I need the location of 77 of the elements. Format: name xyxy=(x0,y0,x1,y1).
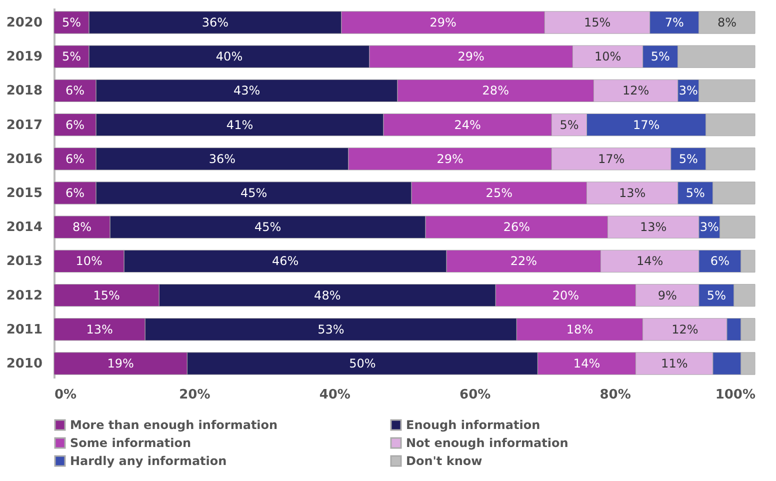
y-tick-label: 2013 xyxy=(6,254,42,270)
data-label: 5% xyxy=(560,118,579,132)
data-label: 6% xyxy=(66,118,85,132)
data-label: 40% xyxy=(216,50,243,64)
data-label: 5% xyxy=(686,186,705,200)
data-label: 11% xyxy=(661,356,688,371)
data-label: 53% xyxy=(318,322,344,336)
data-label: 25% xyxy=(486,186,512,200)
x-tick-label: 20% xyxy=(179,388,210,402)
y-tick-label: 2016 xyxy=(6,152,42,167)
data-label: 7% xyxy=(664,15,684,30)
y-tick-label: 2010 xyxy=(6,356,42,372)
data-label: 13% xyxy=(618,186,646,200)
data-label: 26% xyxy=(503,220,530,234)
y-tick-label: 2012 xyxy=(6,288,42,304)
x-tick-label: 60% xyxy=(460,388,491,402)
data-label: 20% xyxy=(552,288,580,302)
data-label: 24% xyxy=(454,118,481,132)
data-label: 6% xyxy=(710,254,730,268)
data-label: 46% xyxy=(272,254,299,268)
data-label: 12% xyxy=(622,84,650,98)
data-label: 5% xyxy=(650,50,670,64)
data-label: 6% xyxy=(66,186,85,200)
data-label: 5% xyxy=(62,15,82,30)
data-label: 6% xyxy=(66,84,85,98)
data-label: 5% xyxy=(706,288,726,302)
data-label: 41% xyxy=(226,118,254,132)
data-label: 8% xyxy=(717,15,736,30)
x-tick-label: 0% xyxy=(54,388,77,402)
data-label: 17% xyxy=(633,118,660,132)
data-label: 48% xyxy=(314,288,341,302)
data-label: 50% xyxy=(349,356,376,371)
legend-label: Enough information xyxy=(406,418,540,432)
y-tick-label: 2011 xyxy=(6,322,42,338)
data-label: 14% xyxy=(636,254,664,268)
data-label: 15% xyxy=(93,288,120,302)
data-label: 36% xyxy=(202,15,229,30)
data-label: 3% xyxy=(678,84,698,98)
data-label: 18% xyxy=(566,322,594,336)
legend-label: Some information xyxy=(70,436,191,450)
data-label: 13% xyxy=(640,220,667,234)
data-label: 28% xyxy=(482,84,509,98)
data-label: 36% xyxy=(208,152,236,166)
legend-label: Not enough information xyxy=(406,436,568,450)
y-tick-label: 2014 xyxy=(6,220,42,236)
x-tick-label: 100% xyxy=(715,388,756,402)
legend-label: Don't know xyxy=(406,454,482,468)
data-label: 14% xyxy=(573,356,600,371)
y-tick-label: 2017 xyxy=(6,118,42,133)
data-label: 15% xyxy=(584,15,611,30)
data-label: 6% xyxy=(66,152,85,166)
data-label: 43% xyxy=(233,84,260,98)
data-label: 19% xyxy=(107,356,134,371)
data-label: 10% xyxy=(76,254,102,268)
y-tick-label: 2019 xyxy=(6,50,42,65)
legend-label: Hardly any information xyxy=(70,454,227,468)
data-label: 5% xyxy=(62,50,82,64)
data-label: 10% xyxy=(594,50,622,64)
data-label: 13% xyxy=(86,322,113,336)
data-label: 3% xyxy=(700,220,719,234)
x-tick-label: 40% xyxy=(319,388,350,402)
data-label: 9% xyxy=(658,288,677,302)
data-label: 29% xyxy=(436,152,464,166)
data-label: 29% xyxy=(458,50,484,64)
data-label: 12% xyxy=(672,322,698,336)
y-tick-label: 2020 xyxy=(6,15,42,30)
y-tick-label: 2015 xyxy=(6,186,42,201)
data-label: 29% xyxy=(430,15,456,30)
data-label: 17% xyxy=(598,152,625,166)
data-label: 5% xyxy=(678,152,698,166)
x-tick-label: 80% xyxy=(600,388,631,402)
data-label: 8% xyxy=(72,220,92,234)
data-label: 22% xyxy=(510,254,538,268)
data-label: 45% xyxy=(240,186,268,200)
y-tick-label: 2018 xyxy=(6,84,42,99)
legend-label: More than enough information xyxy=(70,418,278,432)
data-label: 45% xyxy=(254,220,282,234)
